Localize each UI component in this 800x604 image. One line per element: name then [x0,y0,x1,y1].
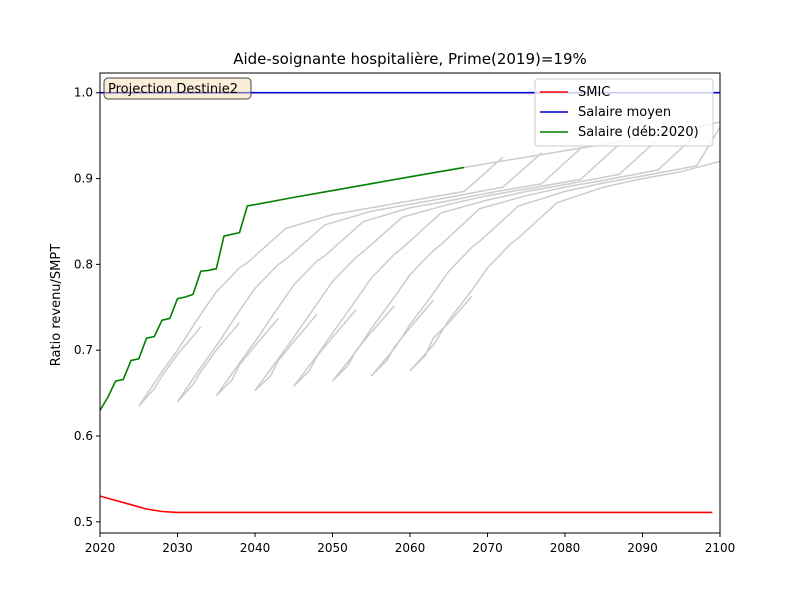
y-tick-label: 0.5 [74,515,93,529]
x-tick-label: 2030 [162,541,193,555]
cohort-line-15 [370,126,720,377]
x-tick-label: 2070 [472,541,503,555]
legend: SMIC Salaire moyen Salaire (déb:2020) [534,78,714,147]
cohort-line-8 [409,295,473,372]
x-tick-label: 2050 [317,541,348,555]
legend-item-smic-label: SMIC [578,85,610,100]
cohort-line-13 [293,138,659,387]
x-tick-label: 2040 [240,541,271,555]
series-line-salaire-deb-2020 [100,166,465,411]
chart-title: Aide-soignante hospitalière, Prime(2019)… [233,50,587,68]
cohort-line-9 [138,156,504,407]
cohort-line-12 [254,143,620,391]
annotation-background [103,77,252,100]
axes: 2020 2030 2040 2050 2060 2070 2080 2090 2100 0.5 0… [74,72,736,555]
y-tick-label: 0.7 [74,343,93,357]
legend-item-smic: SMIC [540,85,610,100]
cohort-line-1 [138,326,202,407]
x-tick-label: 2020 [85,541,116,555]
cohort-line-2 [176,322,241,403]
cohort-line-4 [254,313,318,392]
other-cohort-lines [138,121,720,407]
y-tick-label: 1.0 [74,86,93,100]
cohort-line-7 [370,299,434,377]
cohort-line-16 [409,160,720,372]
series-line-smic [100,495,713,514]
cohort-line-3 [215,317,279,397]
legend-item-salaire-moyen: Salaire moyen [540,105,671,120]
annotation-box: Projection Destinie2 [103,77,252,100]
x-tick-label: 2100 [705,541,736,555]
y-axis-label: Ratio revenu/SMPT [49,244,64,366]
legend-frame [534,78,714,147]
legend-item-salaire-deb-2020-label: Salaire (déb:2020) [578,125,699,140]
series-lines [100,91,720,514]
cohort-line-10 [176,152,543,403]
x-tick-label: 2080 [550,541,581,555]
legend-item-salaire-deb-2020: Salaire (déb:2020) [540,125,699,140]
y-tick-label: 0.6 [74,429,93,443]
legend-item-salaire-moyen-label: Salaire moyen [578,105,671,120]
cohort-line-11 [215,147,582,397]
annotation-text: Projection Destinie2 [108,82,238,97]
x-tick-label: 2090 [627,541,658,555]
y-tick-label: 0.8 [74,257,93,271]
y-tick-label: 0.9 [74,172,93,186]
x-tick-label: 2060 [395,541,426,555]
cohort-line-14 [331,133,698,382]
